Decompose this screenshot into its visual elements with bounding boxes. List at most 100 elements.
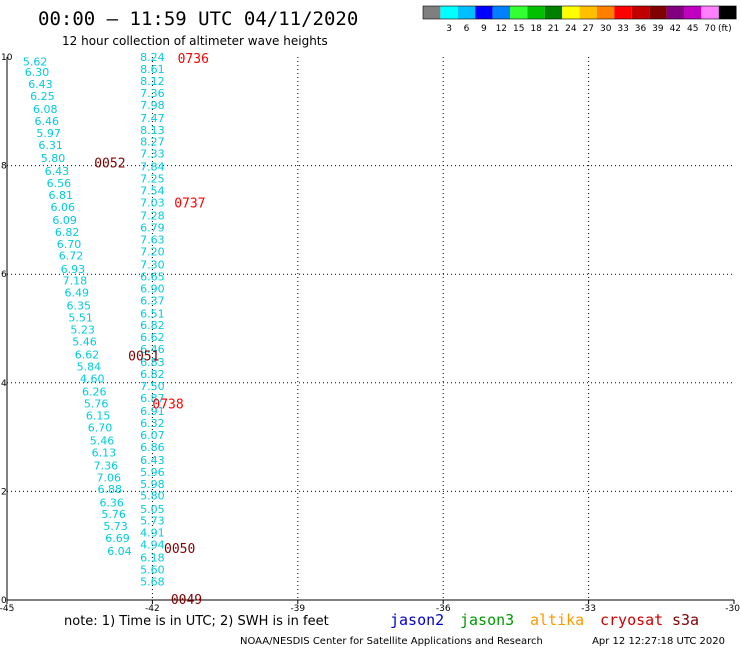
data-point-label: 6.36	[99, 496, 124, 509]
data-point-label: 6.93	[61, 263, 86, 276]
legend-unit: (ft)	[718, 24, 732, 34]
legend-swatch	[510, 6, 528, 19]
y-tick-label: 6	[1, 270, 7, 280]
y-tick-label: 2	[1, 487, 7, 497]
legend-swatch	[718, 6, 737, 19]
data-point-label: 6.46	[140, 343, 165, 356]
data-point-label: 6.37	[140, 294, 165, 307]
data-point-label: 8.61	[140, 63, 165, 76]
data-point-label: 6.72	[59, 250, 84, 263]
data-point-label: 8.13	[140, 124, 165, 137]
legend-label: 30	[600, 24, 612, 34]
data-point-label: 5.76	[101, 508, 126, 521]
data-point-label: 7.06	[97, 471, 122, 484]
data-point-label: 8.12	[140, 75, 165, 88]
data-point-label: 7.54	[140, 185, 165, 198]
data-point-label: 6.31	[38, 139, 63, 152]
data-point-label: 6.46	[34, 115, 59, 128]
legend-label: 70	[704, 24, 716, 34]
data-point-label: 6.35	[66, 300, 91, 313]
data-point-label: 6.30	[25, 66, 50, 79]
data-point-label: 7.20	[140, 245, 165, 258]
legend-swatch	[666, 6, 684, 19]
data-point-label: 6.69	[105, 532, 130, 545]
data-point-label: 7.03	[140, 197, 165, 210]
mission-legend-label: jason3	[460, 611, 514, 629]
mission-legend-label: s3a	[672, 611, 699, 629]
data-point-label: 6.56	[47, 177, 72, 190]
mission-legend-label: altika	[530, 611, 584, 629]
legend-label: 18	[530, 24, 542, 34]
data-point-label: 6.06	[50, 201, 75, 214]
y-tick-label: 4	[1, 379, 7, 389]
data-point-label: 6.51	[140, 307, 165, 320]
data-point-label: 5.84	[77, 361, 102, 374]
legend-swatch	[701, 6, 719, 19]
data-point-label: 6.82	[55, 226, 80, 239]
data-point-label: 6.43	[140, 454, 165, 467]
data-point-label: 5.46	[72, 336, 97, 349]
data-point-label: 6.32	[140, 417, 165, 430]
legend-label: 45	[687, 24, 698, 34]
y-tick-label: 10	[1, 53, 13, 63]
data-point-label: 5.73	[103, 520, 128, 533]
legend-label: 33	[617, 24, 628, 34]
data-point-label: 6.43	[45, 165, 70, 178]
mission-legend-label: jason2	[390, 611, 444, 629]
data-point-label: 5.96	[140, 466, 165, 479]
data-point-label: 6.62	[75, 349, 100, 362]
data-point-label: 6.18	[140, 552, 165, 565]
data-point-label: 6.04	[107, 545, 132, 558]
data-point-label: 6.81	[49, 189, 74, 202]
data-point-label: 7.18	[63, 275, 88, 288]
data-point-label: 5.60	[140, 564, 165, 577]
footer-note: note: 1) Time is in UTC; 2) SWH is in fe…	[64, 614, 329, 629]
legend-swatch	[492, 6, 510, 19]
page-title: 00:00 — 11:59 UTC 04/11/2020	[38, 8, 358, 30]
page-subtitle: 12 hour collection of altimeter wave hei…	[62, 34, 328, 48]
legend-swatch	[649, 6, 667, 19]
y-tick-label: 8	[1, 162, 7, 172]
data-point-label: 4.91	[140, 527, 165, 540]
y-tick-label: 0	[1, 596, 7, 606]
data-point-label: 7.30	[140, 258, 165, 271]
x-tick-label: -33	[581, 604, 596, 614]
data-point-label: 5.97	[36, 127, 61, 140]
legend-label: 39	[652, 24, 664, 34]
legend-label: 12	[496, 24, 507, 34]
data-point-label: 5.46	[90, 434, 115, 447]
data-point-label: 6.86	[140, 441, 165, 454]
legend-label: 3	[446, 24, 452, 34]
data-point-label: 6.62	[140, 331, 165, 344]
data-point-label: 6.09	[52, 214, 77, 227]
data-point-label: 6.25	[30, 90, 55, 103]
legend-label: 9	[481, 24, 487, 34]
data-point-label: 6.15	[86, 409, 111, 422]
data-point-label: 6.82	[140, 368, 165, 381]
x-tick-label: -39	[290, 604, 305, 614]
legend-label: 21	[548, 24, 559, 34]
data-point-label: 6.87	[140, 392, 165, 405]
data-point-label: 6.13	[92, 446, 117, 459]
legend-swatch	[631, 6, 650, 19]
data-point-label: 6.83	[140, 356, 165, 369]
legend-label: 6	[464, 24, 470, 34]
data-point-label: 5.98	[140, 478, 165, 491]
legend-label: 27	[583, 24, 594, 34]
data-point-label: 5.23	[70, 324, 95, 337]
footer-timestamp: Apr 12 12:27:18 UTC 2020	[592, 636, 725, 647]
pass-time-label: 0049	[171, 593, 202, 608]
data-point-label: 5.80	[41, 152, 66, 165]
data-point-label: 7.63	[140, 233, 165, 246]
data-point-label: 6.49	[65, 287, 90, 300]
data-point-label: 5.62	[23, 55, 48, 68]
data-point-label: 7.47	[140, 112, 165, 125]
data-point-label: 6.43	[28, 78, 53, 91]
data-point-label: 5.68	[140, 576, 165, 589]
data-point-label: 6.79	[140, 222, 165, 235]
data-point-label: 7.33	[140, 148, 165, 161]
mission-legend-label: cryosat	[600, 611, 663, 629]
legend-label: 15	[513, 24, 524, 34]
legend-swatch	[684, 6, 702, 19]
